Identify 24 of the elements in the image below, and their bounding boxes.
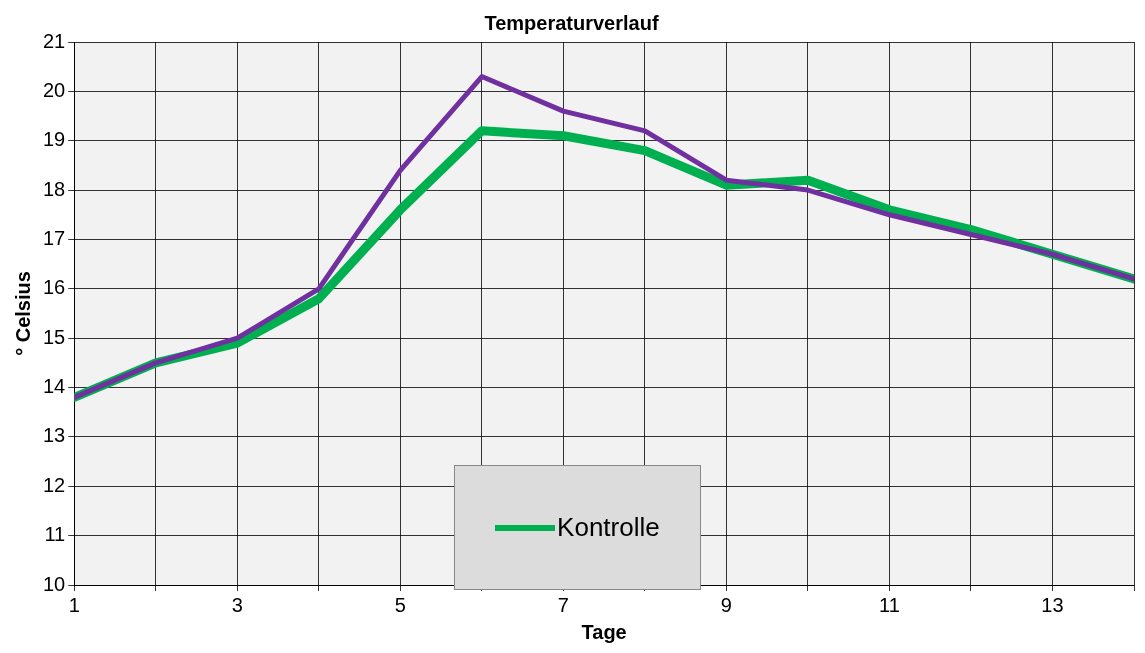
y-tick-label: 11 [44,523,66,546]
y-tick-label: 14 [43,375,66,398]
y-tick-label: 20 [43,78,66,101]
x-tick-label: 3 [231,593,243,616]
x-tick-label: 7 [557,593,569,616]
y-tick-label: 10 [43,572,66,595]
y-tick-label: 19 [43,128,66,151]
y-tick-label: 21 [43,29,66,52]
y-tick-label: 16 [43,276,66,299]
x-tick-label: 11 [879,593,900,616]
x-tick-label: 1 [68,593,80,616]
y-tick-label: 18 [43,177,66,200]
y-axis-title: ° Celsius [11,271,34,356]
legend-label: Kontrolle [557,512,660,543]
chart-title: Temperaturverlauf [484,11,659,34]
y-tick-label: 12 [43,473,66,496]
y-tick-label: 15 [43,325,66,348]
x-tick-label: 9 [720,593,732,616]
x-tick-label: 13 [1041,593,1064,616]
legend-panel: Kontrolle [454,465,701,590]
x-axis-title: Tage [581,620,627,643]
y-tick-label: 17 [43,226,66,249]
y-tick-label: 13 [43,424,66,447]
x-tick-label: 5 [394,593,406,616]
